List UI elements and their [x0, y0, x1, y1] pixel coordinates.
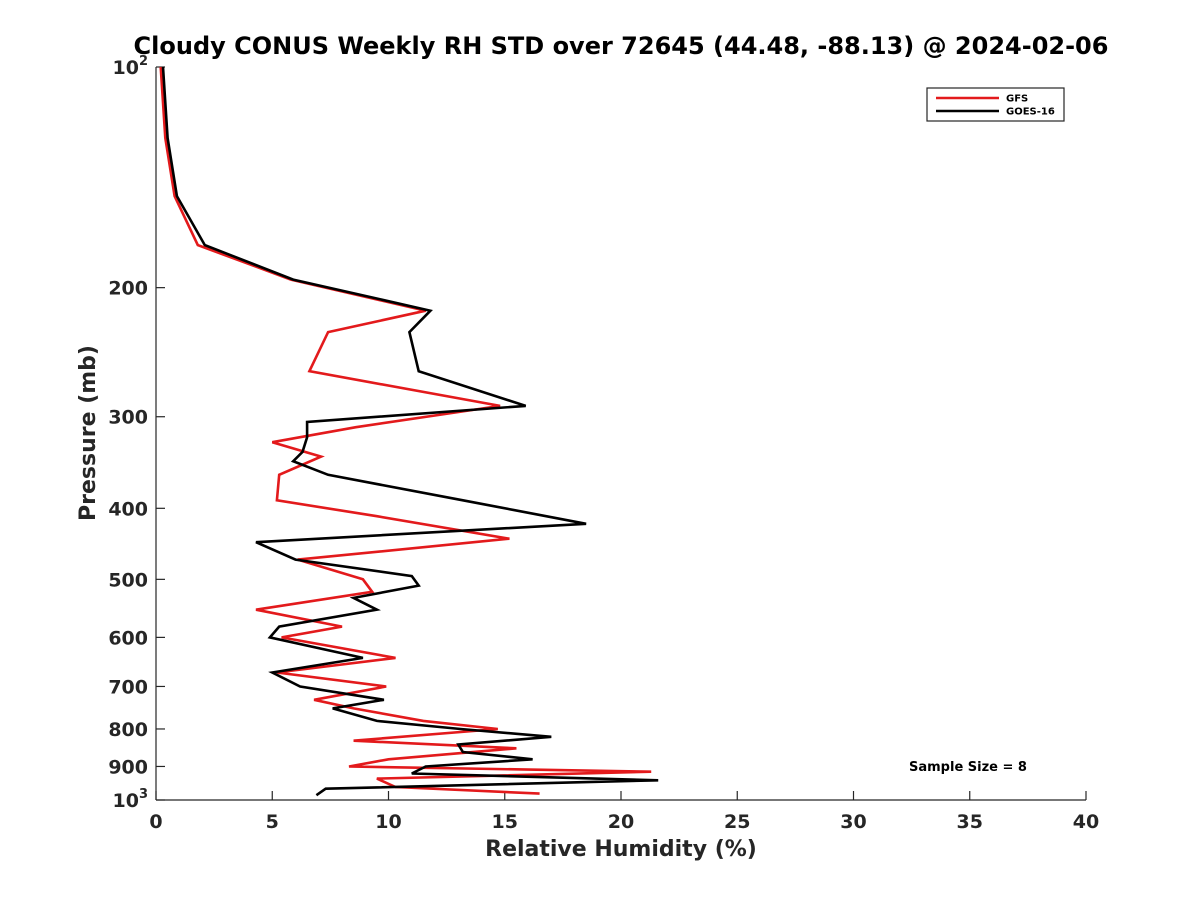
legend-label-gfs: GFS: [1006, 94, 1028, 105]
x-tick-label: 40: [1073, 811, 1099, 833]
y-tick-label-base: 400: [108, 498, 148, 520]
series-layer: [159, 66, 659, 797]
y-tick-label-base: 800: [108, 719, 148, 741]
y-tick-label-exponent: 2: [139, 54, 148, 69]
y-tick-label: 400: [108, 498, 148, 520]
y-tick-label: 600: [108, 627, 148, 649]
y-tick-label: 102: [113, 54, 149, 79]
plot-area: 0 5 10 15 20 25 30 35 40 10220030040050060070080…: [108, 54, 1099, 833]
legend-label-goes16: GOES-16: [1006, 107, 1055, 118]
chart-title: Cloudy CONUS Weekly RH STD over 72645 (4…: [134, 32, 1109, 60]
x-tick-label: 15: [492, 811, 518, 833]
y-tick-label-base: 500: [108, 569, 148, 591]
legend-box: [926, 87, 1065, 122]
x-tick-label: 30: [840, 811, 866, 833]
x-tick-label: 5: [266, 811, 279, 833]
series-line-gfs: [159, 66, 652, 795]
y-tick-label: 700: [108, 676, 148, 698]
series-line-goes-16: [161, 66, 659, 797]
y-tick-label: 300: [108, 407, 148, 429]
y-tick-label: 800: [108, 719, 148, 741]
y-tick-label: 900: [108, 756, 148, 778]
y-tick-label-base: 600: [108, 627, 148, 649]
y-axis-label: Pressure (mb): [76, 345, 101, 521]
y-tick-label-exponent: 3: [139, 787, 148, 802]
legend: GFS GOES-16: [926, 87, 1065, 122]
y-tick-label-base: 900: [108, 756, 148, 778]
y-tick-label-base: 10: [113, 790, 139, 812]
x-axis-label: Relative Humidity (%): [485, 837, 757, 862]
x-tick-label: 35: [957, 811, 983, 833]
y-tick-label: 500: [108, 569, 148, 591]
y-tick-label-base: 200: [108, 278, 148, 300]
y-tick-label-base: 300: [108, 407, 148, 429]
sample-size-annotation: Sample Size = 8: [909, 760, 1027, 775]
y-tick-label: 103: [113, 787, 149, 812]
x-tick-label: 25: [724, 811, 750, 833]
y-tick-label-base: 10: [113, 57, 139, 79]
y-tick-label: 200: [108, 278, 148, 300]
x-tick-label: 20: [608, 811, 634, 833]
x-tick-label: 10: [375, 811, 401, 833]
x-axis-ticks: 0 5 10 15 20 25 30 35 40: [149, 791, 1099, 833]
y-tick-label-base: 700: [108, 676, 148, 698]
x-tick-label: 0: [149, 811, 162, 833]
